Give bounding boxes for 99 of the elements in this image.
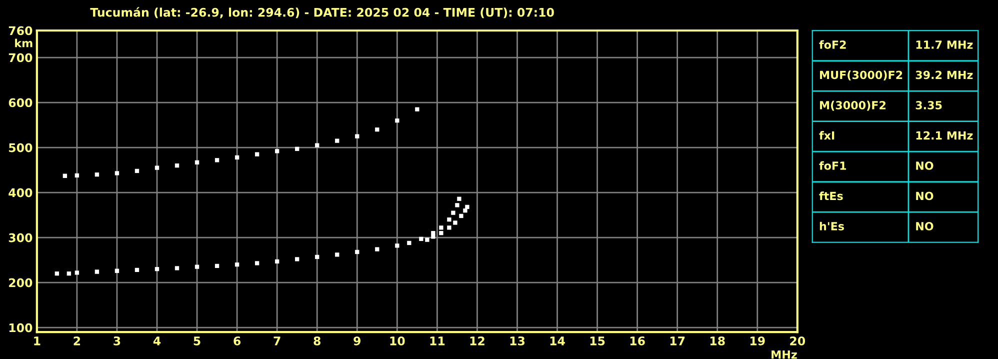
- point: [154, 166, 160, 170]
- y-axis-title: km: [15, 38, 32, 48]
- text: h'Es: [820, 222, 844, 230]
- point: [395, 244, 400, 248]
- x-tick-label: 19: [750, 336, 765, 346]
- point: [375, 127, 380, 132]
- point: [62, 174, 68, 178]
- point: [254, 261, 260, 266]
- point: [234, 155, 240, 160]
- point: [431, 234, 436, 239]
- point: [315, 143, 320, 148]
- x-tick-label: 16: [630, 336, 645, 346]
- x-tick-label: 14: [550, 336, 565, 346]
- y-tick-label: 200: [9, 278, 32, 288]
- point: [234, 262, 240, 267]
- text: foF1: [819, 161, 846, 170]
- point: [94, 270, 100, 274]
- y-tick-label: 700: [8, 53, 32, 62]
- point: [194, 160, 200, 164]
- point: [457, 196, 462, 201]
- point: [134, 168, 140, 174]
- point: [439, 226, 444, 230]
- point: [425, 238, 430, 242]
- text: fxI: [819, 131, 834, 140]
- point: [335, 252, 340, 257]
- text: NO: [916, 162, 934, 170]
- point: [355, 250, 360, 254]
- point: [465, 204, 470, 210]
- x-tick-label: 7: [274, 336, 280, 346]
- point: [463, 208, 468, 213]
- point: [459, 214, 464, 218]
- y-tick-label: 300: [8, 233, 32, 242]
- text: MUF(3000)F2: [820, 70, 902, 80]
- point: [214, 158, 220, 162]
- point: [453, 220, 458, 225]
- point: [94, 172, 100, 177]
- point: [174, 163, 180, 168]
- point: [54, 271, 60, 276]
- point: [274, 149, 280, 154]
- text: 12.1 MHz: [916, 131, 973, 140]
- text: 3.35: [916, 100, 942, 110]
- y-tick-label: 100: [9, 323, 32, 332]
- x-tick-label: 1: [34, 336, 40, 346]
- text: M(3000)F2: [820, 100, 886, 111]
- text: 39.2 MHz: [916, 70, 973, 80]
- point: [74, 173, 80, 178]
- point: [451, 210, 456, 215]
- x-tick-label: 4: [153, 336, 161, 346]
- point: [114, 171, 120, 176]
- point: [447, 217, 452, 222]
- point: [447, 226, 452, 230]
- point: [355, 134, 360, 138]
- point: [419, 236, 424, 241]
- point: [431, 230, 436, 236]
- x-tick-label: 3: [114, 336, 120, 346]
- x-tick-label: 8: [314, 336, 320, 346]
- x-tick-label: 10: [390, 336, 405, 346]
- y-tick-label: 600: [8, 98, 32, 108]
- x-tick-label: 5: [194, 336, 200, 346]
- x-tick-label: 6: [234, 336, 241, 346]
- chart-title: Tucumán (lat: -26.9, lon: 294.6) - DATE: 2025 02 04 - TIME (UT): 07:10: [90, 7, 554, 18]
- x-tick-label: 11: [430, 336, 445, 346]
- x-tick-label: 9: [354, 336, 360, 346]
- y-tick-label: 760: [8, 26, 32, 36]
- point: [134, 268, 140, 272]
- point: [74, 270, 80, 275]
- point: [214, 264, 220, 268]
- x-tick-label: 12: [470, 336, 484, 346]
- point: [375, 247, 380, 252]
- point: [335, 138, 340, 143]
- x-tick-label: 18: [710, 336, 725, 346]
- point: [455, 203, 460, 208]
- text: foF2: [819, 40, 846, 49]
- text: NO: [916, 222, 934, 230]
- point: [395, 118, 400, 123]
- point: [194, 264, 200, 269]
- text: 11.7 MHz: [916, 40, 973, 49]
- text: ftEs: [819, 192, 843, 200]
- point: [407, 240, 412, 246]
- point: [114, 268, 120, 273]
- point: [66, 271, 72, 276]
- x-tick-label: 20: [790, 336, 806, 346]
- x-axis-title: MHz: [772, 350, 797, 359]
- point: [154, 266, 160, 272]
- point: [254, 152, 260, 156]
- text: NO: [916, 192, 934, 200]
- x-tick-label: 13: [510, 336, 524, 346]
- x-tick-label: 17: [670, 336, 685, 346]
- y-tick-label: 400: [8, 188, 32, 198]
- x-tick-label: 15: [590, 336, 605, 346]
- point: [315, 254, 320, 259]
- point: [295, 146, 300, 151]
- point: [439, 230, 444, 236]
- point: [295, 257, 300, 262]
- point: [415, 107, 420, 112]
- point: [174, 266, 180, 270]
- point: [274, 259, 280, 264]
- x-tick-label: 2: [74, 336, 80, 346]
- y-tick-label: 500: [9, 143, 32, 152]
